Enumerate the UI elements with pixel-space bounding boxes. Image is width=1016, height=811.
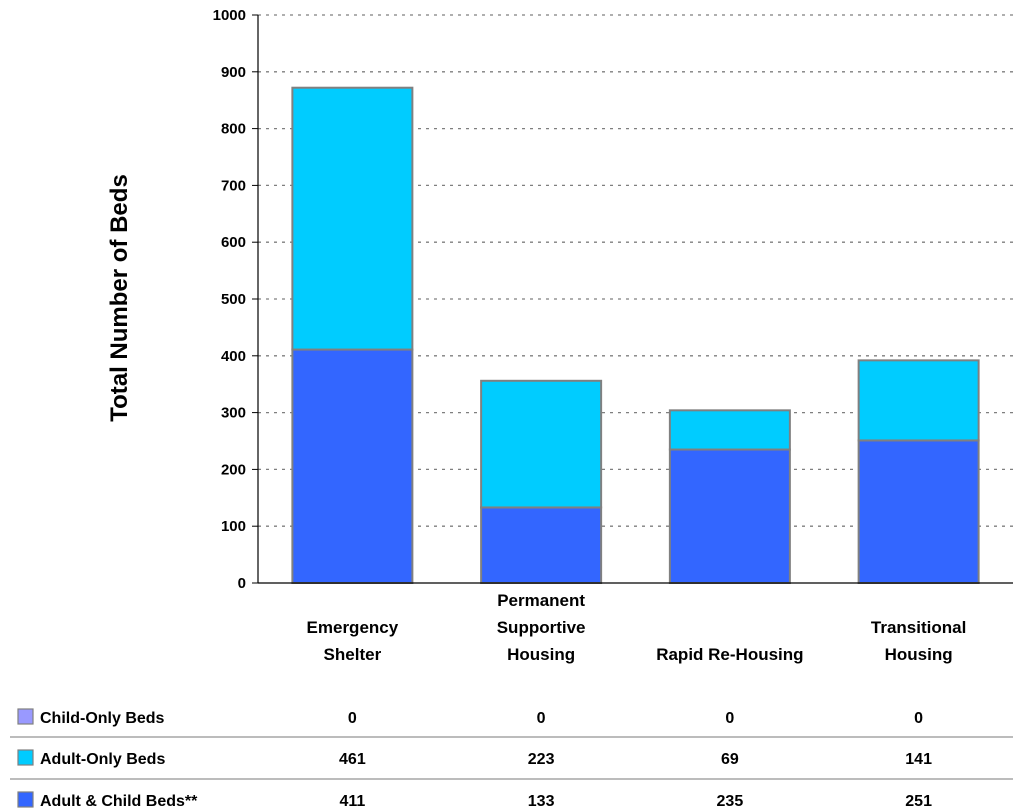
- bar-segment: [291, 348, 414, 584]
- y-tick-label: 800: [221, 121, 246, 138]
- x-category-label: Housing: [507, 645, 575, 664]
- y-tick-label: 600: [221, 234, 246, 251]
- y-tick-label: 700: [221, 177, 246, 194]
- axes: [252, 14, 1013, 584]
- table-value: 0: [348, 710, 357, 727]
- bar-segment: [857, 439, 980, 584]
- y-tick-label: 100: [221, 518, 246, 535]
- y-tick-label: 1000: [213, 7, 246, 24]
- legend-label: Adult-Only Beds: [40, 751, 165, 768]
- gridlines: [258, 14, 1013, 527]
- bar-segment: [480, 506, 603, 584]
- table-value: 251: [905, 793, 932, 810]
- y-tick-label: 300: [221, 405, 246, 422]
- x-category-label: Transitional: [871, 618, 966, 637]
- x-category-label: Housing: [885, 645, 953, 664]
- legend-swatch: [17, 749, 34, 766]
- legend-label: Child-Only Beds: [40, 710, 165, 727]
- y-tick-label: 400: [221, 348, 246, 365]
- table-value: 133: [528, 793, 555, 810]
- legend-label: Adult & Child Beds**: [40, 793, 198, 810]
- x-category-label: Rapid Re-Housing: [656, 645, 803, 664]
- y-tick-label: 900: [221, 64, 246, 81]
- bar-segment: [291, 86, 414, 351]
- y-tick-label: 500: [221, 291, 246, 308]
- x-category-label: Shelter: [324, 645, 382, 664]
- y-tick-labels: 0 100 200 300 400 500 600 700 800 900 1000: [213, 7, 246, 592]
- x-category-label: Supportive: [497, 618, 586, 637]
- table-value: 0: [537, 710, 546, 727]
- bar-segment: [857, 359, 980, 442]
- bars: [291, 86, 980, 584]
- bar-segment: [668, 448, 791, 584]
- table-value: 461: [339, 751, 366, 768]
- y-tick-label: 200: [221, 461, 246, 478]
- legend-swatch: [17, 708, 34, 725]
- y-tick-label: 0: [238, 575, 246, 592]
- x-category-label: Permanent: [497, 591, 585, 610]
- legend-swatch: [17, 791, 34, 808]
- category-labels: Emergency Shelter Permanent Supportive Housi…: [307, 591, 967, 664]
- table-value: 0: [725, 710, 734, 727]
- table-value: 0: [914, 710, 923, 727]
- table-value: 235: [717, 793, 744, 810]
- table-value: 223: [528, 751, 555, 768]
- table-value: 141: [905, 751, 932, 768]
- table-value: 411: [339, 793, 365, 810]
- y-axis-title: Total Number of Beds: [106, 174, 133, 422]
- bar-segment: [480, 379, 603, 509]
- x-category-label: Emergency: [307, 618, 399, 637]
- data-table: Child-Only Beds 0 0 0 0 Adult-Only Beds 461 223…: [10, 708, 1013, 810]
- table-value: 69: [721, 751, 739, 768]
- bar-segment: [668, 409, 791, 451]
